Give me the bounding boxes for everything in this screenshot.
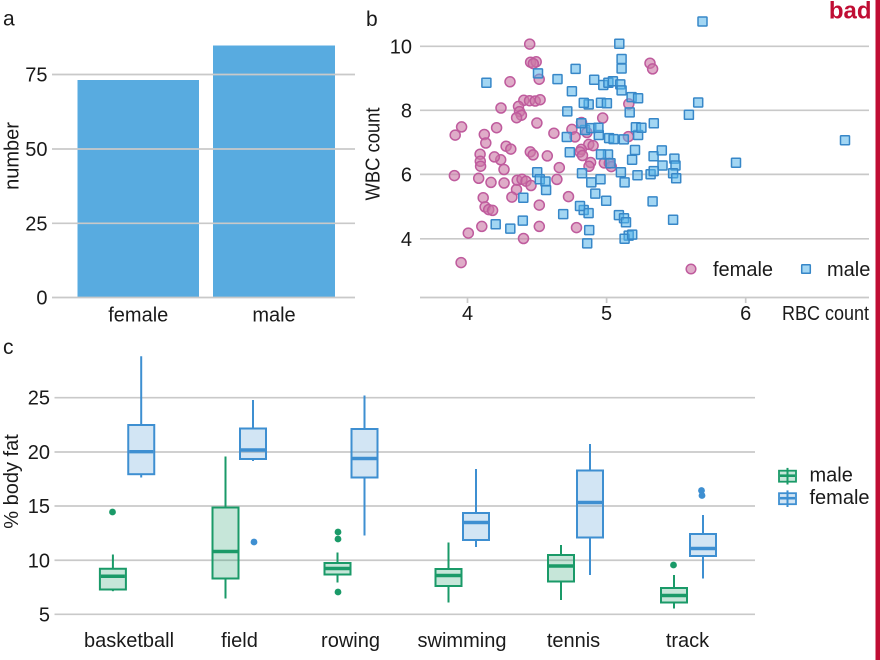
- svg-text:track: track: [666, 630, 710, 652]
- svg-text:c: c: [3, 336, 14, 359]
- svg-text:rowing: rowing: [321, 630, 380, 652]
- svg-text:50: 50: [25, 139, 47, 161]
- svg-text:20: 20: [28, 442, 50, 464]
- svg-text:4: 4: [462, 303, 473, 325]
- svg-text:swimming: swimming: [418, 630, 507, 652]
- svg-text:female: female: [108, 305, 168, 327]
- svg-text:RBC count: RBC count: [782, 303, 869, 325]
- svg-text:15: 15: [28, 496, 50, 518]
- svg-text:6: 6: [401, 164, 412, 186]
- svg-text:a: a: [3, 8, 15, 31]
- svg-text:number: number: [1, 122, 23, 190]
- svg-text:b: b: [366, 8, 378, 31]
- svg-text:male: male: [810, 465, 853, 487]
- svg-text:6: 6: [740, 303, 751, 325]
- svg-text:25: 25: [25, 213, 47, 235]
- svg-text:25: 25: [28, 388, 50, 410]
- svg-text:bad: bad: [829, 0, 872, 25]
- svg-text:field: field: [221, 630, 258, 652]
- svg-text:4: 4: [401, 229, 412, 251]
- svg-text:tennis: tennis: [547, 630, 600, 652]
- svg-text:8: 8: [401, 100, 412, 122]
- svg-text:0: 0: [36, 288, 47, 310]
- svg-text:10: 10: [28, 550, 50, 572]
- svg-text:basketball: basketball: [84, 630, 174, 652]
- svg-text:75: 75: [25, 65, 47, 87]
- svg-text:5: 5: [601, 303, 612, 325]
- svg-text:male: male: [252, 305, 295, 327]
- svg-text:10: 10: [390, 36, 412, 58]
- svg-text:female: female: [810, 487, 870, 509]
- svg-text:female: female: [713, 259, 773, 281]
- svg-text:male: male: [827, 259, 870, 281]
- svg-text:WBC count: WBC count: [362, 107, 384, 200]
- svg-text:5: 5: [39, 604, 50, 626]
- svg-text:% body fat: % body fat: [1, 434, 23, 529]
